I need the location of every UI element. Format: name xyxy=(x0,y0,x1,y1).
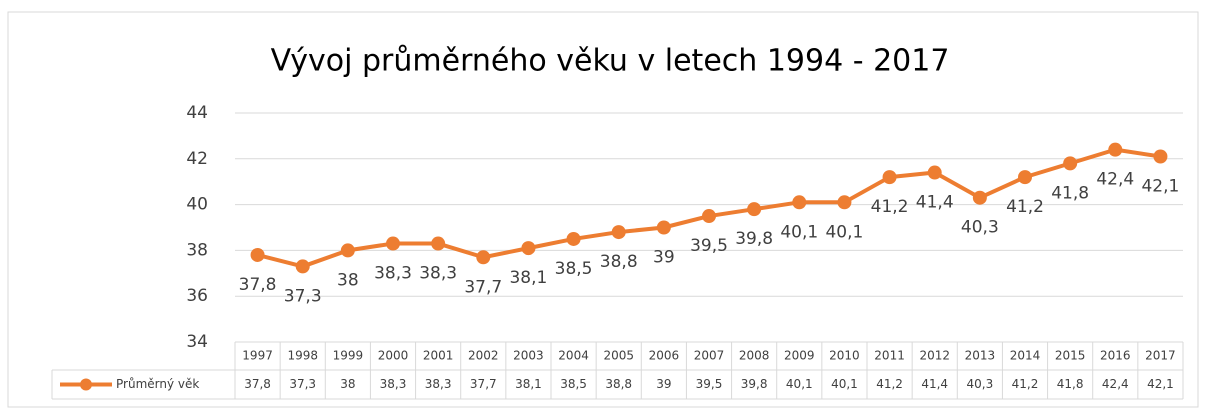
data-point xyxy=(1153,149,1168,164)
x-tick-label: 2010 xyxy=(829,349,860,363)
table-cell: 40,3 xyxy=(966,377,993,391)
table-cell: 42,4 xyxy=(1102,377,1129,391)
x-tick-label: 2015 xyxy=(1055,349,1086,363)
data-label: 42,1 xyxy=(1141,177,1179,197)
data-point xyxy=(837,195,852,210)
table-cell: 38,5 xyxy=(560,377,587,391)
table-cell: 40,1 xyxy=(786,377,813,391)
chart-frame xyxy=(7,11,1199,408)
y-tick-label: 42 xyxy=(186,149,208,169)
data-point xyxy=(340,243,355,258)
y-tick-label: 38 xyxy=(186,240,208,260)
x-tick-label: 2002 xyxy=(468,349,499,363)
x-tick-label: 2004 xyxy=(558,349,589,363)
table-cell: 39,5 xyxy=(696,377,723,391)
table-cell: 38,8 xyxy=(605,377,632,391)
y-tick-label: 36 xyxy=(186,286,208,306)
data-point xyxy=(1063,156,1078,171)
table-cell: 42,1 xyxy=(1147,377,1174,391)
data-label: 37,7 xyxy=(464,277,502,297)
x-tick-label: 2000 xyxy=(378,349,409,363)
chart-title: Vývoj průměrného věku v letech 1994 - 20… xyxy=(271,44,950,79)
data-point xyxy=(747,202,762,217)
x-tick-label: 2012 xyxy=(919,349,950,363)
data-label: 39 xyxy=(653,248,675,268)
table-cell: 40,1 xyxy=(831,377,858,391)
data-label: 42,4 xyxy=(1096,170,1134,190)
data-point xyxy=(1018,170,1032,185)
table-cell: 38,3 xyxy=(425,377,452,391)
data-point xyxy=(431,236,446,251)
data-point xyxy=(972,190,987,205)
x-tick-label: 2003 xyxy=(513,349,544,363)
data-label: 38,5 xyxy=(555,259,593,279)
data-point xyxy=(1108,142,1123,157)
legend-marker xyxy=(80,378,92,391)
table-cell: 39 xyxy=(656,377,671,391)
data-label: 38,3 xyxy=(419,264,457,284)
x-tick-label: 2016 xyxy=(1100,349,1131,363)
table-cell: 37,3 xyxy=(289,377,316,391)
data-label: 38 xyxy=(337,270,359,290)
data-label: 41,2 xyxy=(1006,197,1044,217)
data-label: 40,1 xyxy=(825,222,863,242)
x-tick-label: 2006 xyxy=(649,349,680,363)
table-cell: 37,7 xyxy=(470,377,497,391)
data-point xyxy=(566,231,581,246)
table-cell: 41,2 xyxy=(876,377,903,391)
data-point xyxy=(611,225,626,240)
data-label: 41,2 xyxy=(871,197,909,217)
data-point xyxy=(476,250,491,265)
table-cell: 38,1 xyxy=(515,377,542,391)
data-point xyxy=(386,236,400,251)
table-cell: 37,8 xyxy=(244,377,271,391)
x-tick-label: 2009 xyxy=(784,349,815,363)
table-cell: 41,2 xyxy=(1012,377,1039,391)
y-tick-label: 34 xyxy=(186,332,208,352)
table-cell: 39,8 xyxy=(741,377,768,391)
x-tick-label: 2017 xyxy=(1145,349,1176,363)
data-point xyxy=(927,165,942,180)
x-tick-label: 1997 xyxy=(242,349,273,363)
y-tick-label: 40 xyxy=(186,195,208,215)
legend-label: Průměrný věk xyxy=(116,377,199,391)
x-tick-label: 2014 xyxy=(1010,349,1041,363)
data-point xyxy=(702,209,716,224)
table-cell: 38,3 xyxy=(380,377,407,391)
x-tick-label: 1998 xyxy=(287,349,318,363)
data-point xyxy=(521,241,536,256)
table-cell: 38 xyxy=(340,377,355,391)
data-label: 39,5 xyxy=(690,236,728,256)
data-label: 37,8 xyxy=(239,275,277,295)
data-point xyxy=(656,220,671,235)
data-point xyxy=(882,170,897,185)
x-tick-label: 2013 xyxy=(965,349,996,363)
table-cell: 41,4 xyxy=(921,377,948,391)
x-tick-label: 2007 xyxy=(694,349,725,363)
x-tick-label: 2011 xyxy=(874,349,905,363)
data-point xyxy=(250,247,265,262)
data-label: 38,1 xyxy=(509,268,547,288)
x-tick-label: 2005 xyxy=(603,349,634,363)
x-tick-label: 1999 xyxy=(333,349,364,363)
data-label: 38,3 xyxy=(374,264,412,284)
y-tick-label: 44 xyxy=(186,103,208,123)
data-label: 40,3 xyxy=(961,218,999,238)
table-cell: 41,8 xyxy=(1057,377,1084,391)
data-label: 39,8 xyxy=(735,229,773,249)
data-label: 38,8 xyxy=(600,252,638,272)
x-tick-label: 2001 xyxy=(423,349,454,363)
data-label: 37,3 xyxy=(284,286,322,306)
data-label: 41,8 xyxy=(1051,183,1089,203)
data-point xyxy=(295,259,310,274)
data-label: 40,1 xyxy=(780,222,818,242)
x-tick-label: 2008 xyxy=(739,349,770,363)
data-point xyxy=(792,195,807,210)
data-label: 41,4 xyxy=(916,193,954,213)
